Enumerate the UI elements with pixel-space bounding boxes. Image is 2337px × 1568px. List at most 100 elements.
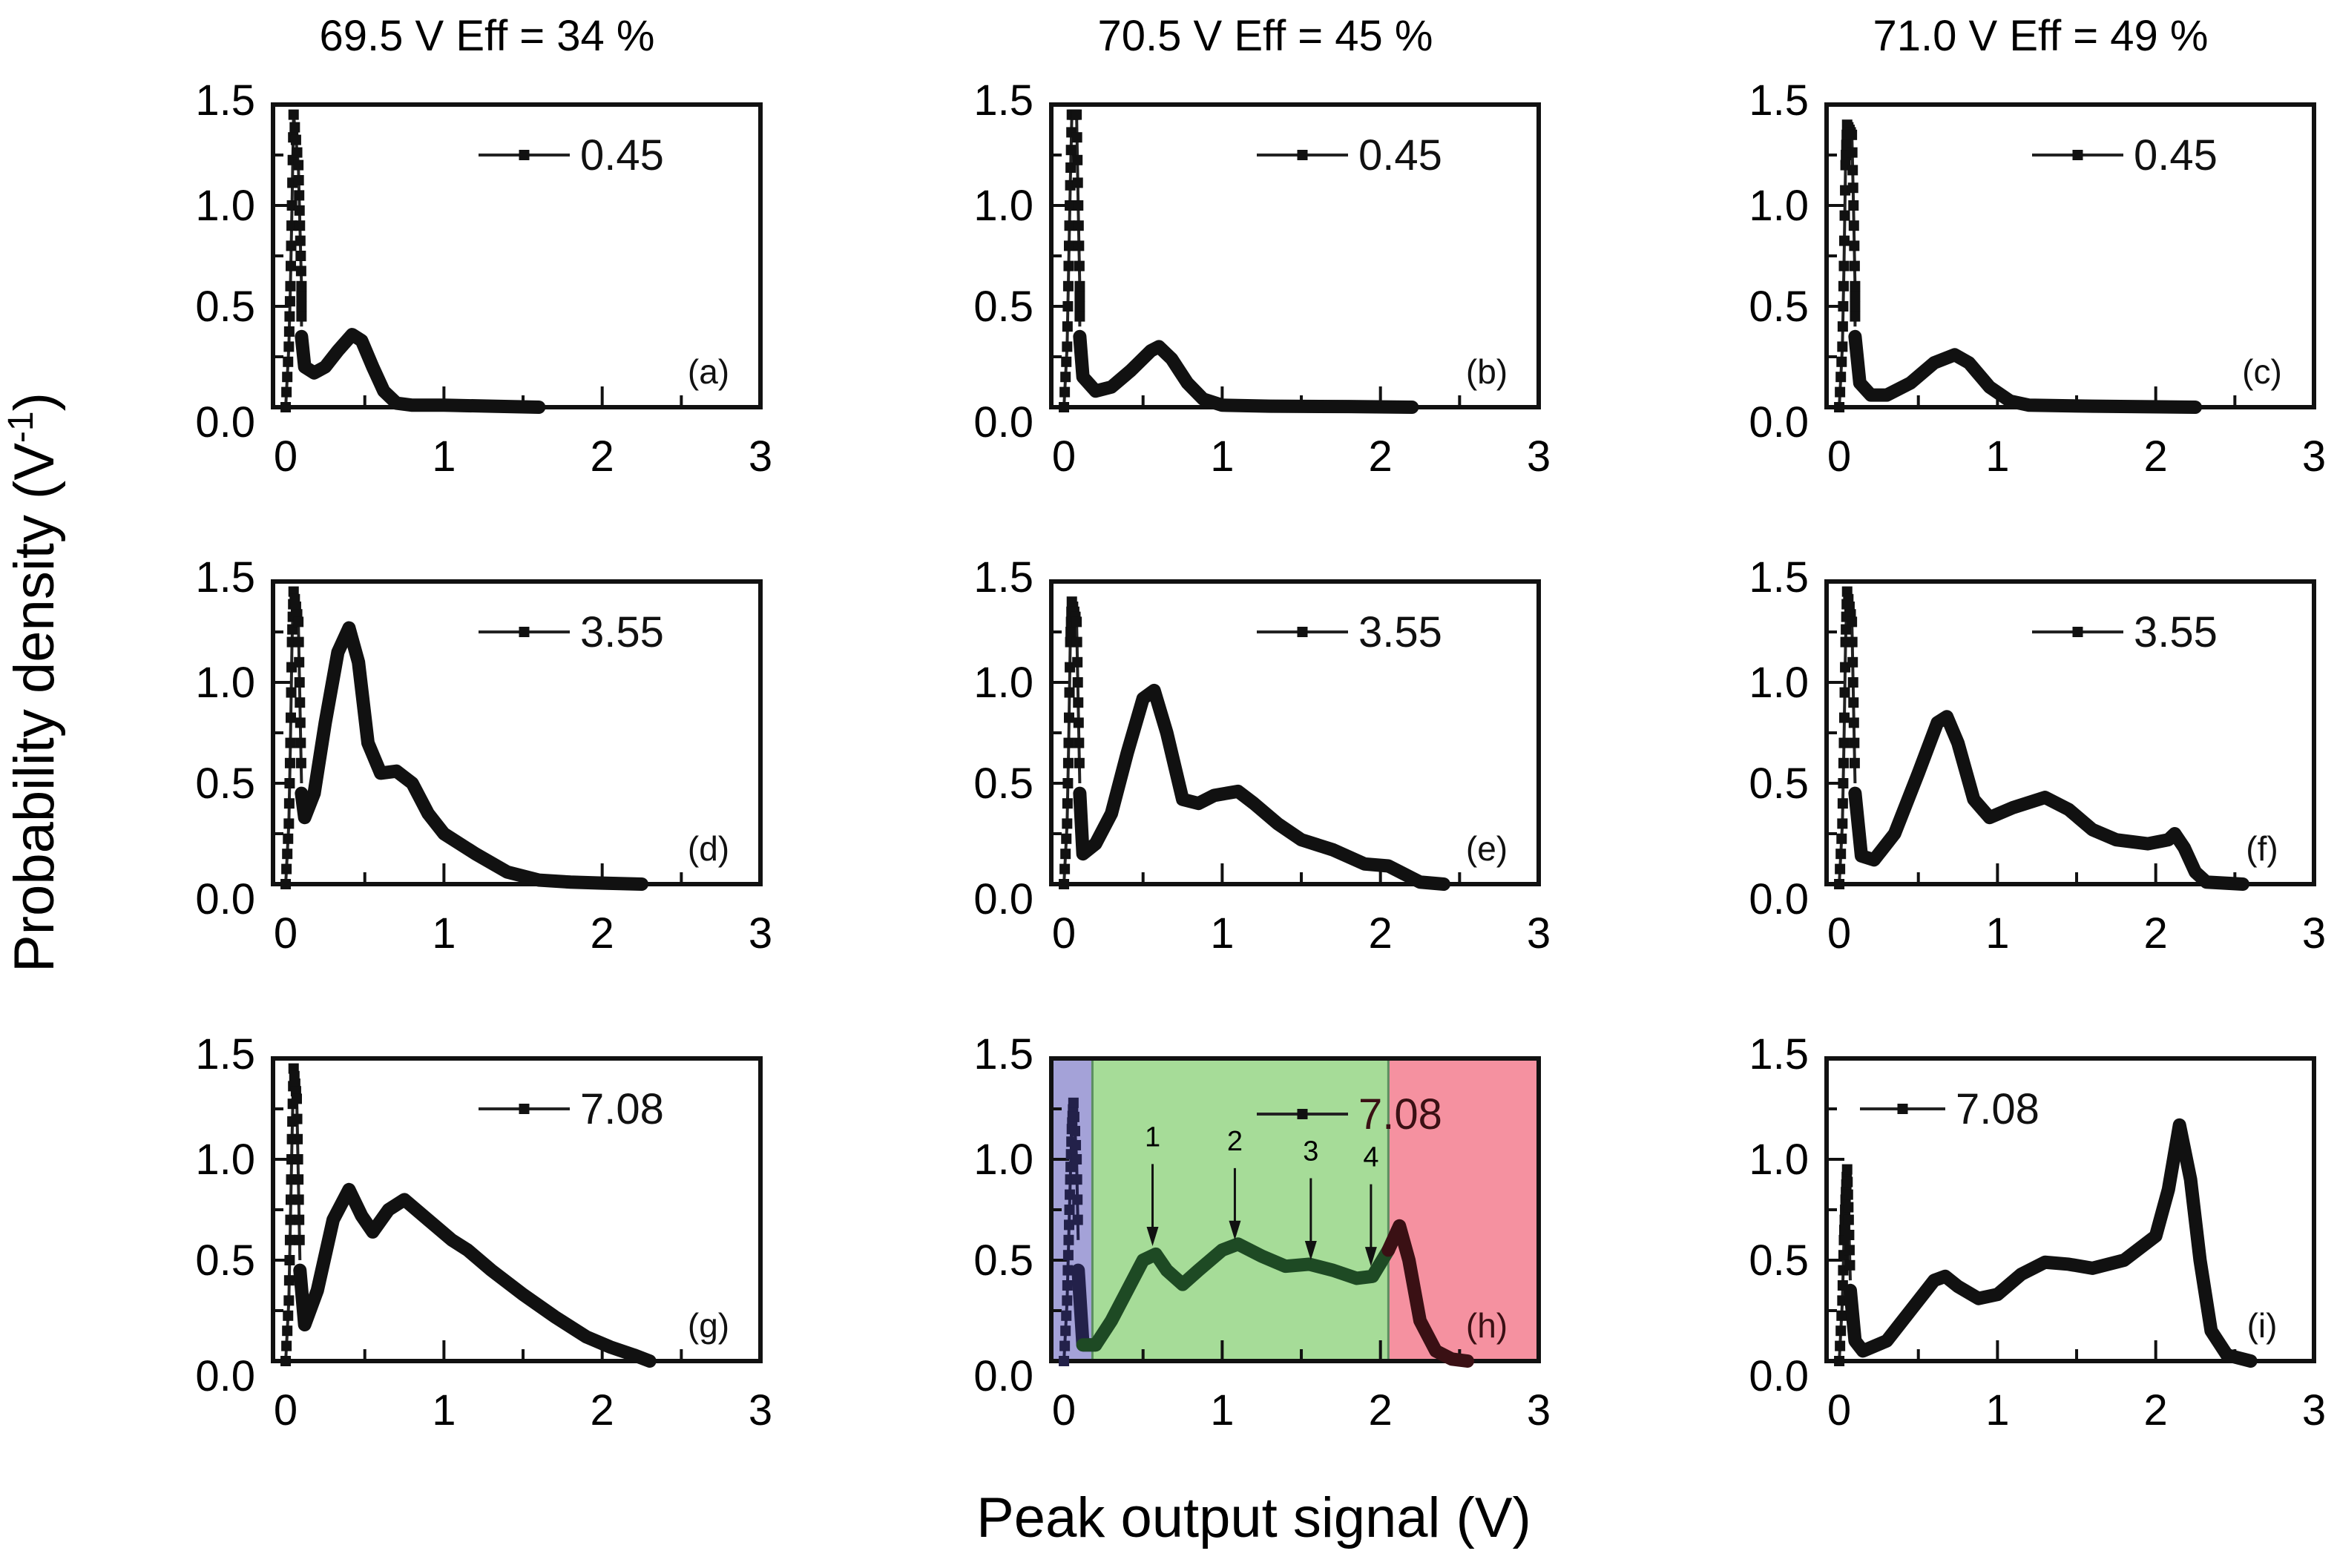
y-tick-label: 1.0 [973,1136,1033,1184]
y-tick-label: 1.5 [195,1030,255,1078]
data-point-marker [285,712,296,723]
column-title: 69.5 V Eff = 34 % [320,12,655,60]
data-point-marker [284,757,295,768]
data-point-marker [1074,291,1085,302]
x-tick-label: 2 [591,432,614,481]
data-point-marker [289,122,300,133]
data-point-marker [1072,677,1083,688]
peak-number-label: 1 [1145,1121,1160,1153]
data-point-marker [1074,240,1085,251]
data-point-marker [1072,1194,1083,1205]
data-point-marker [1838,260,1850,271]
data-point-marker [1059,1356,1070,1366]
data-point-marker [1062,301,1074,312]
x-tick-label: 2 [591,1386,614,1434]
data-point-marker [1072,154,1083,165]
x-tick-label: 0 [274,1386,298,1434]
data-point-marker [296,280,307,291]
panel-label: (b) [1466,352,1508,391]
data-point-marker [1835,863,1846,874]
data-point-marker [1847,182,1858,194]
y-tick-label: 0.0 [973,875,1033,923]
panel-label: (h) [1466,1306,1508,1345]
x-tick-label: 1 [1210,1386,1234,1434]
series-curve [1848,329,2203,414]
data-point-marker [284,778,295,788]
data-point-marker [286,687,297,698]
legend-label: 3.55 [2134,608,2218,656]
series-curve [293,1182,657,1368]
data-point-marker [283,1295,295,1306]
data-point-marker [1837,818,1848,829]
data-point-marker [1061,356,1072,367]
y-tick-label: 0.0 [195,398,255,447]
y-tick-label: 1.5 [973,553,1033,602]
data-point-marker [288,109,299,120]
panel-a: 0 1 2 3 0.0 0.5 1.0 1.5 0.45 (a) [195,76,772,481]
legend-label: 0.45 [580,131,664,179]
data-point-marker [1074,757,1085,768]
x-tick-label: 1 [432,909,456,958]
data-point-marker [1836,356,1847,367]
data-point-marker [295,251,306,261]
data-point-marker [1850,291,1861,302]
y-tick-label: 1.5 [973,76,1033,125]
data-point-marker [1842,1189,1853,1200]
data-point-marker [1844,1245,1855,1256]
panel-label: (g) [688,1306,729,1345]
data-point-marker [1062,321,1073,332]
data-point-marker [290,134,301,145]
data-point-marker [285,260,296,271]
x-tick-label: 0 [274,432,298,481]
x-tick-label: 0 [1827,1386,1851,1434]
plot-frame [1824,102,2316,409]
data-point-marker [1061,1310,1072,1321]
x-tick-label: 0 [1827,909,1851,958]
data-point-marker [295,220,306,231]
data-point-marker [295,697,306,708]
y-tick-label: 0.5 [1749,1236,1809,1285]
y-tick-label: 1.5 [1749,76,1809,125]
data-point-marker [285,1214,296,1225]
data-point-marker [1835,386,1846,398]
data-point-marker [1841,1164,1853,1175]
data-point-marker [1835,1325,1847,1337]
data-point-marker [1834,402,1845,412]
data-point-marker [1071,1154,1082,1165]
y-axis-label-superscript: -1 [1,411,41,443]
panel-g: 0 1 2 3 0.0 0.5 1.0 1.5 7.08 (g) [195,1030,772,1434]
data-point-marker [1838,737,1850,748]
data-point-marker [1060,372,1071,383]
column-title: 70.5 V Eff = 45 % [1098,12,1433,60]
data-point-marker [1838,301,1849,312]
annotation-arrow-head [1304,1241,1317,1260]
data-point-marker [1073,697,1084,708]
x-tick-label: 3 [1527,909,1551,958]
x-tick-label: 0 [1827,432,1851,481]
legend-marker [519,150,530,160]
y-tick-label: 0.5 [1749,283,1809,331]
data-point-marker [1068,1111,1079,1122]
data-point-marker [1842,1176,1853,1187]
y-tick-label: 1.5 [195,76,255,125]
data-point-marker [1849,757,1860,768]
legend-label: 3.55 [1358,608,1442,656]
x-tick-label: 0 [1052,432,1076,481]
data-point-marker [1847,129,1858,140]
data-point-marker [1072,177,1083,188]
data-point-marker [280,1356,292,1366]
annotation-arrow-head [1364,1247,1377,1267]
data-point-marker [1062,1295,1073,1306]
x-tick-label: 1 [1210,909,1234,958]
legend-label: 3.55 [580,608,664,656]
series-curve [1073,683,1451,891]
plot-frame [1824,579,2316,886]
x-tick-label: 1 [1985,432,2009,481]
data-point-marker [1062,757,1074,768]
x-tick-label: 1 [1985,909,2009,958]
y-tick-label: 0.5 [973,1236,1033,1285]
legend-label: 7.08 [580,1085,664,1133]
data-point-marker [294,1234,305,1245]
data-point-marker [1062,280,1074,291]
peak-number-label: 4 [1363,1142,1378,1173]
